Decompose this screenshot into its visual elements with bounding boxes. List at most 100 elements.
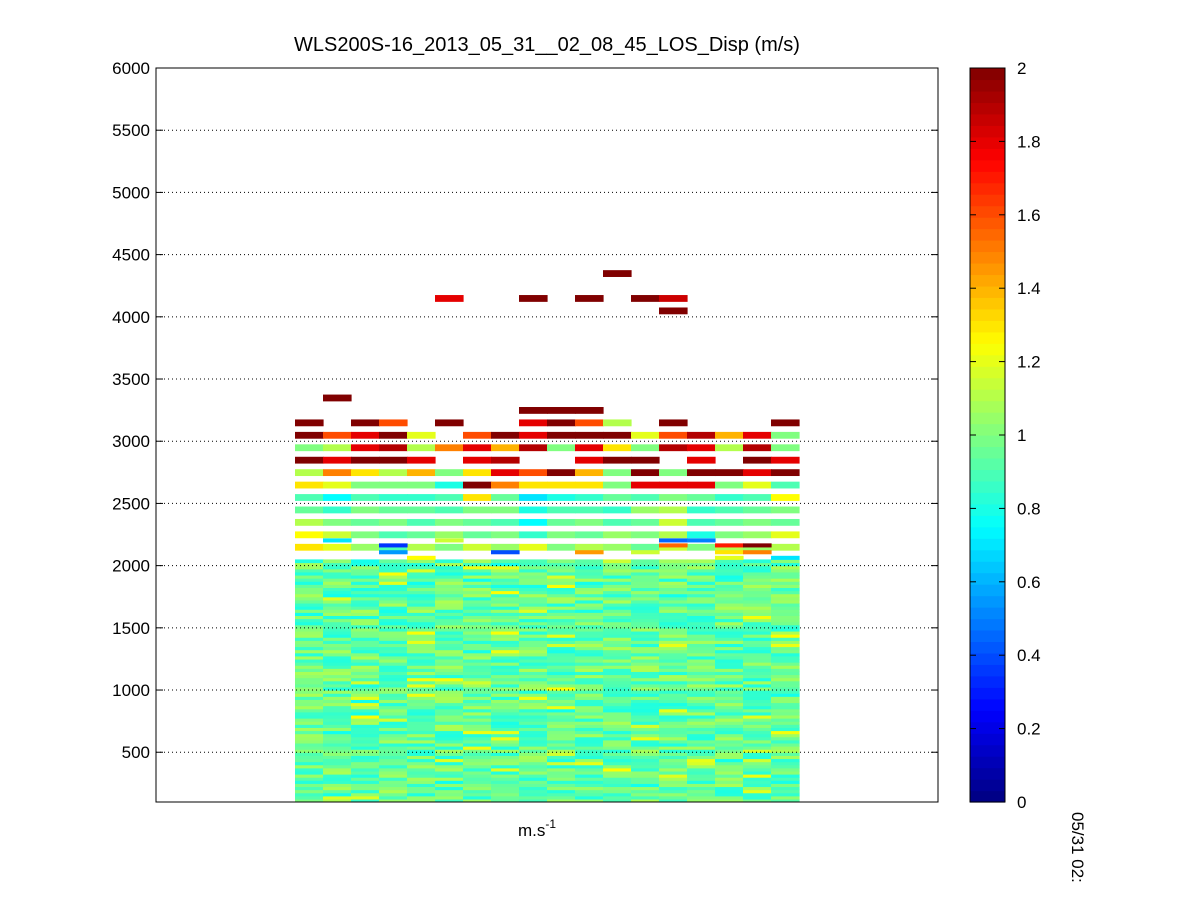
heatmap-cell: [407, 677, 436, 682]
heatmap-cell: [379, 683, 408, 688]
heatmap-cell: [659, 680, 688, 685]
heatmap-cell: [771, 711, 800, 716]
heatmap-cell: [323, 652, 352, 657]
heatmap-cell: [603, 686, 632, 691]
heatmap-cell: [463, 742, 492, 747]
heatmap-cell: [435, 795, 464, 800]
heatmap-cell: [603, 780, 632, 784]
heatmap-cell: [491, 680, 520, 685]
heatmap-cell: [435, 736, 464, 741]
heatmap-cell: [379, 550, 408, 555]
heatmap-cell: [603, 705, 632, 710]
heatmap-cell: [323, 615, 352, 620]
colorbar-strip: [970, 262, 1005, 276]
heatmap-cell: [743, 708, 772, 713]
heatmap-cell: [687, 574, 716, 579]
heatmap-cell: [351, 693, 380, 697]
heatmap-cell: [603, 630, 632, 635]
heatmap-cell: [295, 655, 324, 660]
colorbar-tick-label: 1.4: [1017, 279, 1041, 298]
heatmap-cell: [519, 770, 548, 775]
heatmap-cell: [407, 690, 436, 694]
heatmap-cell: [351, 596, 380, 601]
heatmap-cell: [631, 792, 660, 797]
colorbar-tick-label: 0.4: [1017, 646, 1041, 665]
heatmap-cell: [435, 752, 464, 756]
heatmap-cell: [715, 780, 744, 784]
heatmap-cell: [743, 668, 772, 672]
heatmap-cell: [519, 752, 548, 756]
heatmap-cell: [743, 696, 772, 700]
heatmap-cell: [519, 606, 548, 610]
heatmap-cell: [351, 705, 380, 710]
heatmap-cell: [743, 742, 772, 747]
heatmap-cell: [659, 742, 688, 747]
heatmap-cell: [575, 596, 604, 601]
heatmap-cell: [659, 518, 688, 526]
heatmap-cell: [743, 789, 772, 794]
heatmap-cell: [547, 621, 576, 626]
heatmap-cell: [743, 627, 772, 632]
heatmap-cell: [715, 770, 744, 775]
heatmap-cell: [575, 481, 604, 489]
heatmap-cell: [603, 581, 632, 585]
colorbar-strip: [970, 389, 1005, 402]
heatmap-cell: [295, 686, 324, 691]
heatmap-cell: [547, 627, 576, 632]
heatmap-cell: [407, 494, 436, 501]
heatmap-cell: [491, 649, 520, 654]
heatmap-cell: [715, 596, 744, 601]
heatmap-cell: [547, 481, 576, 489]
heatmap-cell: [631, 674, 660, 679]
heatmap-cell: [771, 798, 800, 802]
heatmap-cell: [435, 562, 464, 567]
heatmap-cell: [491, 494, 520, 501]
heatmap-cell: [547, 574, 576, 579]
colorbar-strip: [970, 228, 1005, 241]
heatmap-cell: [323, 721, 352, 725]
heatmap-cell: [435, 581, 464, 585]
heatmap-cell: [743, 550, 772, 555]
heatmap-cell: [295, 494, 324, 501]
heatmap-cell: [351, 649, 380, 654]
heatmap-cell: [575, 559, 604, 564]
heatmap-cell: [575, 531, 604, 539]
heatmap-cell: [323, 739, 352, 744]
heatmap-cell: [659, 774, 688, 778]
heatmap-cell: [687, 543, 716, 551]
heatmap-cell: [351, 531, 380, 539]
heatmap-cell: [547, 652, 576, 657]
heatmap-cell: [575, 690, 604, 694]
heatmap-cell: [631, 584, 660, 588]
colorbar-strip: [970, 492, 1005, 505]
heatmap-cell: [687, 696, 716, 700]
heatmap-cell: [407, 624, 436, 629]
colorbar-strip: [970, 79, 1005, 92]
heatmap-cell: [631, 795, 660, 800]
heatmap-cell: [491, 690, 520, 694]
heatmap-cell: [743, 581, 772, 585]
heatmap-cell: [407, 565, 436, 570]
heatmap-cell: [715, 733, 744, 738]
heatmap-cell: [351, 795, 380, 800]
heatmap-cell: [715, 615, 744, 620]
heatmap-cell: [519, 792, 548, 797]
heatmap-cell: [687, 662, 716, 666]
heatmap-cell: [491, 683, 520, 688]
heatmap-cell: [687, 718, 716, 722]
heatmap-cell: [659, 506, 688, 514]
heatmap-cell: [659, 786, 688, 791]
heatmap-cell: [743, 699, 772, 704]
heatmap-cell: [687, 559, 716, 564]
heatmap-cell: [659, 711, 688, 716]
heatmap-cell: [743, 506, 772, 514]
heatmap-cell: [687, 742, 716, 747]
heatmap-cell: [743, 662, 772, 666]
heatmap-cell: [323, 596, 352, 601]
heatmap-cell: [771, 559, 800, 564]
heatmap-cell: [435, 612, 464, 616]
heatmap-cell: [743, 774, 772, 778]
heatmap-cell: [575, 662, 604, 666]
heatmap-cell: [687, 777, 716, 781]
heatmap-cell: [659, 612, 688, 616]
